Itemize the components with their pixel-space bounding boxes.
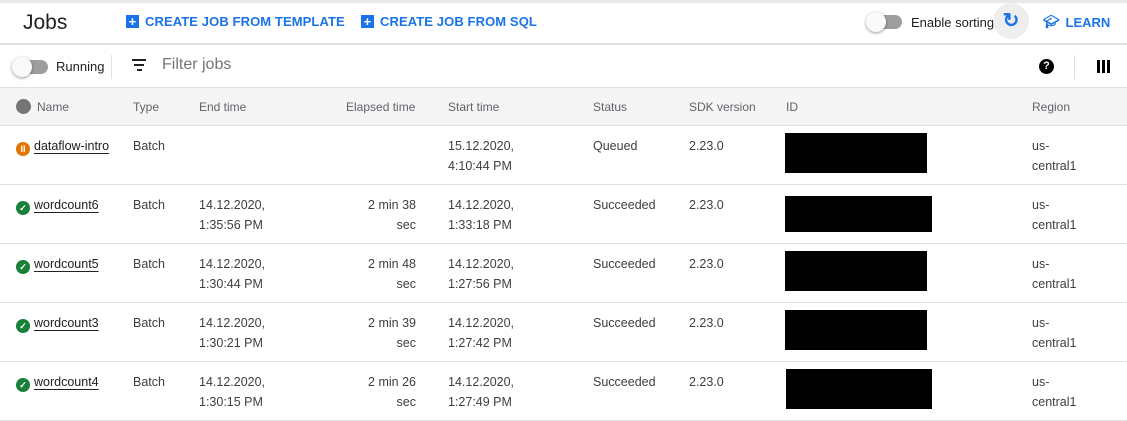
job-status: Queued	[593, 139, 638, 153]
school-icon: 🎓︎	[1043, 14, 1060, 29]
job-name-link[interactable]: wordcount5	[34, 257, 99, 271]
create-template-label: CREATE JOB FROM TEMPLATE	[145, 14, 345, 29]
enable-sorting-label: Enable sorting	[911, 15, 995, 30]
create-job-from-sql-button[interactable]: + CREATE JOB FROM SQL	[361, 14, 537, 29]
check-icon: ✓	[16, 378, 30, 392]
job-region: us-central1	[1032, 375, 1077, 409]
plus-icon: +	[126, 15, 139, 28]
job-region: us-central1	[1032, 316, 1077, 350]
redacted-job-id	[785, 196, 932, 232]
job-elapsed-time: 2 min 48 sec	[368, 257, 416, 291]
job-start-time: 14.12.2020, 1:27:49 PM	[448, 375, 515, 409]
job-start-time: 14.12.2020, 1:33:18 PM	[448, 198, 515, 232]
table-row: ✓ wordcount5 Batch 14.12.2020, 1:30:44 PM…	[0, 244, 1127, 303]
page-title: Jobs	[23, 11, 68, 34]
job-status: Succeeded	[593, 375, 656, 389]
col-name[interactable]: Name	[37, 100, 70, 114]
job-name-link[interactable]: wordcount4	[34, 375, 99, 389]
col-elapsed-time[interactable]: Elapsed time	[346, 100, 416, 114]
col-region[interactable]: Region	[1032, 100, 1071, 114]
learn-button[interactable]: 🎓︎ LEARN	[1043, 14, 1110, 30]
job-name-link[interactable]: dataflow-intro	[34, 139, 110, 153]
filter-bar: Running ?	[0, 45, 1127, 88]
col-start-time[interactable]: Start time	[448, 100, 500, 114]
job-region: us-central1	[1032, 198, 1077, 232]
col-end-time[interactable]: End time	[199, 100, 247, 114]
job-type: Batch	[133, 257, 165, 271]
table-row: II dataflow-intro Batch 15.12.2020, 4:10:…	[0, 126, 1127, 185]
job-type: Batch	[133, 316, 165, 330]
col-status[interactable]: Status	[593, 100, 628, 114]
job-sdk-version: 2.23.0	[689, 139, 724, 153]
job-elapsed-time: 2 min 39 sec	[368, 316, 416, 350]
job-sdk-version: 2.23.0	[689, 257, 724, 271]
job-sdk-version: 2.23.0	[689, 198, 724, 212]
top-border	[0, 0, 1127, 3]
job-type: Batch	[133, 198, 165, 212]
status-dot-icon	[16, 99, 31, 114]
help-icon[interactable]: ?	[1039, 59, 1054, 74]
column-display-icon[interactable]	[1097, 60, 1110, 73]
job-status: Succeeded	[593, 257, 656, 271]
job-region: us-central1	[1032, 139, 1077, 173]
learn-label: LEARN	[1065, 14, 1111, 30]
table-row: ✓ wordcount4 Batch 14.12.2020, 1:30:15 PM…	[0, 362, 1127, 421]
job-type: Batch	[133, 139, 165, 153]
job-end-time: 14.12.2020, 1:30:44 PM	[199, 257, 266, 291]
job-status: Succeeded	[593, 198, 656, 212]
col-id[interactable]: ID	[786, 100, 798, 114]
redacted-job-id	[786, 369, 932, 409]
pause-icon: II	[16, 142, 30, 156]
job-end-time: 14.12.2020, 1:35:56 PM	[199, 198, 266, 232]
table-row: ✓ wordcount3 Batch 14.12.2020, 1:30:21 PM…	[0, 303, 1127, 362]
redacted-job-id	[785, 310, 927, 350]
job-name-link[interactable]: wordcount3	[34, 316, 99, 330]
job-start-time: 15.12.2020, 4:10:44 PM	[448, 139, 515, 173]
enable-sorting-toggle[interactable]	[866, 12, 902, 32]
create-job-from-template-button[interactable]: + CREATE JOB FROM TEMPLATE	[126, 14, 345, 29]
table-row: ✓ wordcount6 Batch 14.12.2020, 1:35:56 PM…	[0, 185, 1127, 244]
divider	[111, 55, 112, 79]
job-start-time: 14.12.2020, 1:27:56 PM	[448, 257, 515, 291]
job-region: us-central1	[1032, 257, 1077, 291]
divider	[1074, 55, 1075, 79]
refresh-icon[interactable]: ↻	[993, 3, 1029, 39]
table-header: Name Type End time Elapsed time Start ti…	[0, 88, 1127, 126]
job-name-link[interactable]: wordcount6	[34, 198, 99, 212]
check-icon: ✓	[16, 260, 30, 274]
job-sdk-version: 2.23.0	[689, 375, 724, 389]
job-start-time: 14.12.2020, 1:27:42 PM	[448, 316, 515, 350]
running-label: Running	[56, 59, 105, 74]
running-toggle[interactable]	[12, 57, 48, 77]
create-sql-label: CREATE JOB FROM SQL	[380, 14, 537, 29]
job-end-time: 14.12.2020, 1:30:21 PM	[199, 316, 266, 350]
filter-icon[interactable]	[131, 59, 147, 74]
page-header: Jobs + CREATE JOB FROM TEMPLATE + CREATE J…	[0, 3, 1127, 45]
redacted-job-id	[785, 133, 927, 173]
check-icon: ✓	[16, 319, 30, 333]
filter-jobs-input[interactable]	[162, 56, 762, 74]
check-icon: ✓	[16, 201, 30, 215]
job-sdk-version: 2.23.0	[689, 316, 724, 330]
col-sdk-version[interactable]: SDK version	[689, 100, 756, 114]
job-type: Batch	[133, 375, 165, 389]
job-elapsed-time: 2 min 26 sec	[368, 375, 416, 409]
job-status: Succeeded	[593, 316, 656, 330]
job-elapsed-time: 2 min 38 sec	[368, 198, 416, 232]
col-type[interactable]: Type	[133, 100, 160, 114]
plus-icon: +	[361, 15, 374, 28]
redacted-job-id	[785, 251, 927, 291]
job-end-time: 14.12.2020, 1:30:15 PM	[199, 375, 266, 409]
